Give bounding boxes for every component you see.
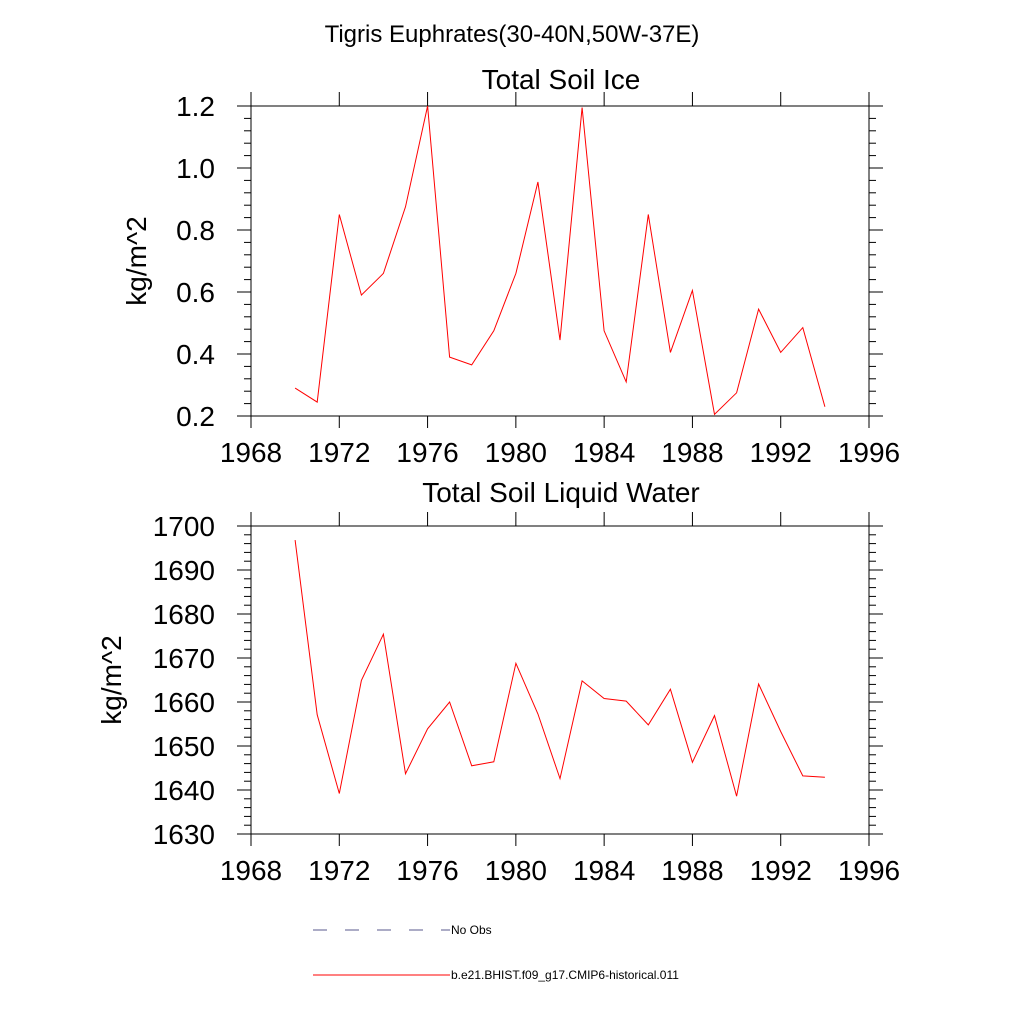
- soil-liquid-water-x-tick-label: 1984: [573, 855, 635, 886]
- soil-ice-series-line: [294, 105, 826, 416]
- soil-ice-x-tick-label: 1992: [750, 437, 812, 468]
- soil-liquid-water-plot-frame: [250, 525, 870, 835]
- soil-liquid-water-y-tick-label: 1690: [153, 555, 215, 586]
- soil-ice-y-axis-label: kg/m^2: [121, 216, 152, 305]
- soil-ice-y-tick-label: 0.6: [176, 277, 215, 308]
- soil-liquid-water-x-tick-label: 1988: [661, 855, 723, 886]
- soil-liquid-water-x-tick-label: 1996: [838, 855, 900, 886]
- soil-liquid-water-series-line: [294, 540, 825, 797]
- legend-no-obs-label: No Obs: [451, 923, 492, 937]
- soil-ice-y-tick-label: 0.2: [176, 401, 215, 432]
- soil-liquid-water-y-tick-label: 1700: [153, 511, 215, 542]
- soil-ice-panel: Total Soil Ice kg/m^2 1968 1972 1976 1980 19…: [121, 64, 900, 468]
- soil-ice-ticks: [237, 92, 883, 428]
- soil-liquid-water-tick-labels: 1968 1972 1976 1980 1984 1988 1992 1996 1630 1640…: [153, 511, 900, 886]
- soil-liquid-water-y-axis-label: kg/m^2: [96, 635, 127, 724]
- soil-ice-x-tick-label: 1968: [220, 437, 282, 468]
- soil-ice-title: Total Soil Ice: [482, 64, 641, 95]
- soil-liquid-water-title: Total Soil Liquid Water: [422, 477, 700, 508]
- soil-liquid-water-y-tick-label: 1670: [153, 643, 215, 674]
- soil-ice-y-tick-label: 0.4: [176, 339, 215, 370]
- soil-liquid-water-y-tick-label: 1680: [153, 599, 215, 630]
- soil-ice-plot-frame: [250, 105, 870, 417]
- soil-liquid-water-x-tick-label: 1972: [308, 855, 370, 886]
- chart-suptitle: Tigris Euphrates(30-40N,50W-37E): [325, 21, 700, 48]
- soil-liquid-water-y-tick-label: 1660: [153, 687, 215, 718]
- soil-ice-tick-labels: 1968 1972 1976 1980 1984 1988 1992 1996 0.2 0.4 0.…: [176, 91, 900, 468]
- soil-liquid-water-y-tick-label: 1630: [153, 819, 215, 850]
- soil-liquid-water-x-tick-label: 1968: [220, 855, 282, 886]
- legend-model-label: b.e21.BHIST.f09_g17.CMIP6-historical.011: [451, 968, 679, 982]
- soil-ice-x-tick-label: 1976: [396, 437, 458, 468]
- soil-ice-y-tick-label: 1.2: [176, 91, 215, 122]
- soil-ice-x-tick-label: 1988: [661, 437, 723, 468]
- soil-liquid-water-ticks: [237, 512, 883, 846]
- soil-liquid-water-y-tick-label: 1640: [153, 775, 215, 806]
- soil-liquid-water-x-tick-label: 1980: [485, 855, 547, 886]
- legend: No Obs b.e21.BHIST.f09_g17.CMIP6-histori…: [313, 923, 679, 982]
- soil-ice-x-tick-label: 1984: [573, 437, 635, 468]
- soil-ice-x-tick-label: 1972: [308, 437, 370, 468]
- soil-liquid-water-y-tick-label: 1650: [153, 731, 215, 762]
- soil-ice-x-tick-label: 1996: [838, 437, 900, 468]
- soil-liquid-water-panel: Total Soil Liquid Water kg/m^2 1968 1972 1…: [96, 477, 900, 886]
- soil-liquid-water-x-tick-label: 1976: [396, 855, 458, 886]
- soil-ice-x-tick-label: 1980: [485, 437, 547, 468]
- soil-ice-y-tick-label: 1.0: [176, 153, 215, 184]
- soil-liquid-water-x-tick-label: 1992: [750, 855, 812, 886]
- soil-ice-y-tick-label: 0.8: [176, 215, 215, 246]
